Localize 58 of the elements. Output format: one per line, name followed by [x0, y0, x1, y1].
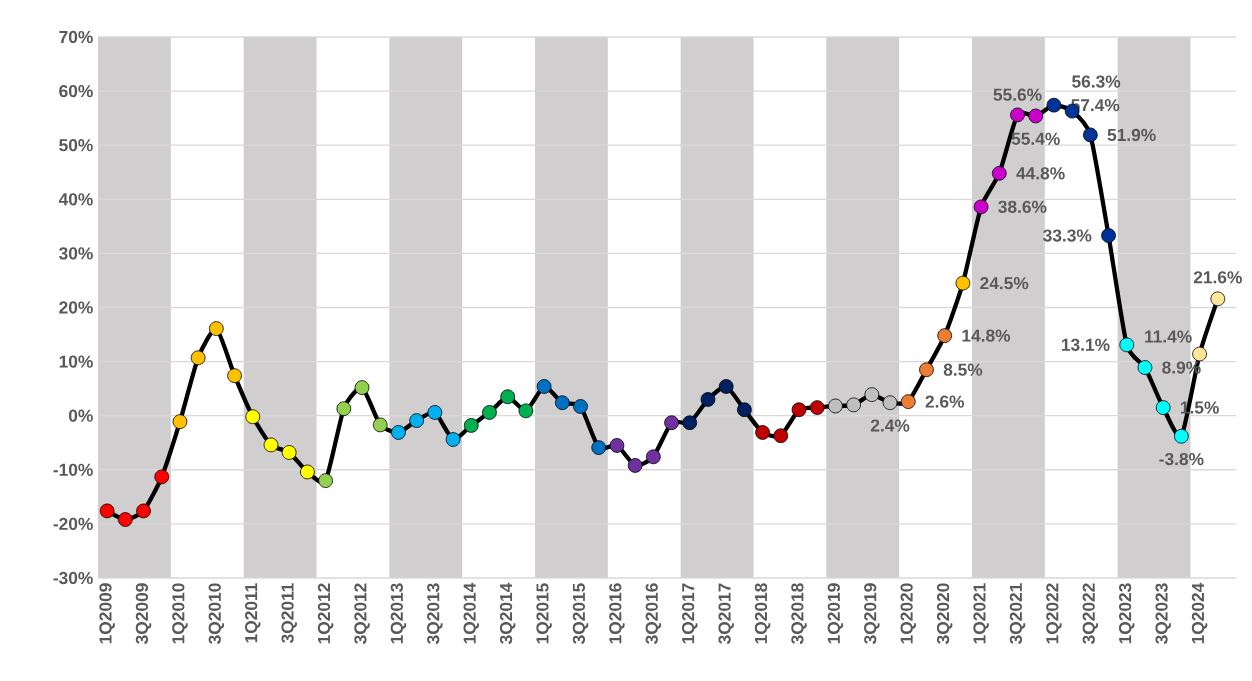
data-label: 11.4%	[1145, 330, 1192, 343]
data-label: 8.5%	[943, 363, 983, 376]
data-label: 2.6%	[925, 395, 965, 408]
x-tick-label: 3Q2019	[864, 583, 880, 644]
x-tick-label: 3Q2013	[427, 583, 443, 644]
x-tick-label: 3Q2012	[354, 583, 370, 644]
x-tick-label: 1Q2017	[682, 583, 698, 644]
y-tick-label: 10%	[59, 355, 93, 368]
data-label: 38.6%	[998, 200, 1047, 214]
y-tick-label: 30%	[59, 247, 93, 260]
data-label: 44.8%	[1016, 167, 1065, 180]
x-tick-label: 1Q2014	[463, 582, 480, 644]
x-tick-label: 3Q2015	[572, 583, 589, 644]
x-tick-label: 3Q2016	[645, 583, 662, 644]
x-tick-label: 1Q2013	[390, 583, 407, 644]
x-tick-label: 1Q2009	[99, 583, 115, 644]
y-tick-label: 50%	[59, 139, 93, 152]
x-tick-label: 1Q2010	[172, 583, 188, 644]
x-tick-label: 1Q2011	[245, 583, 261, 643]
data-label: 24.5%	[980, 277, 1029, 290]
x-tick-label: 1Q2019	[827, 583, 844, 644]
x-tick-label: 1Q2015	[536, 583, 552, 644]
x-tick-label: 1Q2020	[900, 583, 917, 644]
y-tick-label: 70%	[59, 30, 93, 44]
data-label: 51.9%	[1107, 128, 1156, 142]
x-tick-label: 3Q2009	[135, 583, 152, 644]
x-tick-label: 1Q2016	[609, 583, 625, 644]
y-tick-label: 20%	[59, 301, 93, 314]
data-label: 56.3%	[1072, 75, 1121, 88]
data-label: 14.8%	[962, 329, 1011, 342]
data-label: 33.3%	[1043, 229, 1092, 242]
y-tick-label: -20%	[53, 517, 93, 531]
x-tick-label: 3Q2023	[1155, 583, 1171, 644]
x-tick-label: 1Q2018	[754, 583, 771, 644]
data-label: 55.4%	[1011, 132, 1060, 145]
data-label: 13.1%	[1061, 338, 1110, 351]
data-label: 55.6%	[993, 88, 1042, 101]
x-tick-label: 1Q2012	[317, 583, 334, 644]
x-tick-label: 1Q2024	[1191, 582, 1208, 644]
y-tick-label: -30%	[53, 571, 93, 585]
data-label: -3.8%	[1159, 452, 1204, 466]
y-tick-label: 0%	[68, 409, 93, 422]
x-tick-label: 3Q2011	[281, 583, 297, 644]
y-tick-label: -10%	[53, 463, 93, 476]
y-tick-label: 60%	[59, 84, 93, 98]
x-tick-label: 3Q2020	[936, 583, 953, 644]
data-label: 2.4%	[870, 419, 910, 432]
data-label: 21.6%	[1193, 271, 1242, 284]
y-tick-label: 40%	[58, 193, 93, 206]
x-tick-label: 3Q2021	[1009, 583, 1026, 644]
x-tick-label: 1Q2022	[1046, 583, 1062, 644]
x-tick-label: 1Q2023	[1118, 583, 1135, 644]
x-tick-label: 3Q2018	[791, 583, 807, 644]
x-tick-label: 1Q2021	[973, 583, 989, 644]
x-tick-label: 3Q2022	[1082, 583, 1099, 644]
x-tick-label: 3Q2010	[208, 583, 225, 644]
x-tick-label: 3Q2017	[718, 583, 734, 644]
x-tick-label: 3Q2014	[499, 582, 516, 644]
